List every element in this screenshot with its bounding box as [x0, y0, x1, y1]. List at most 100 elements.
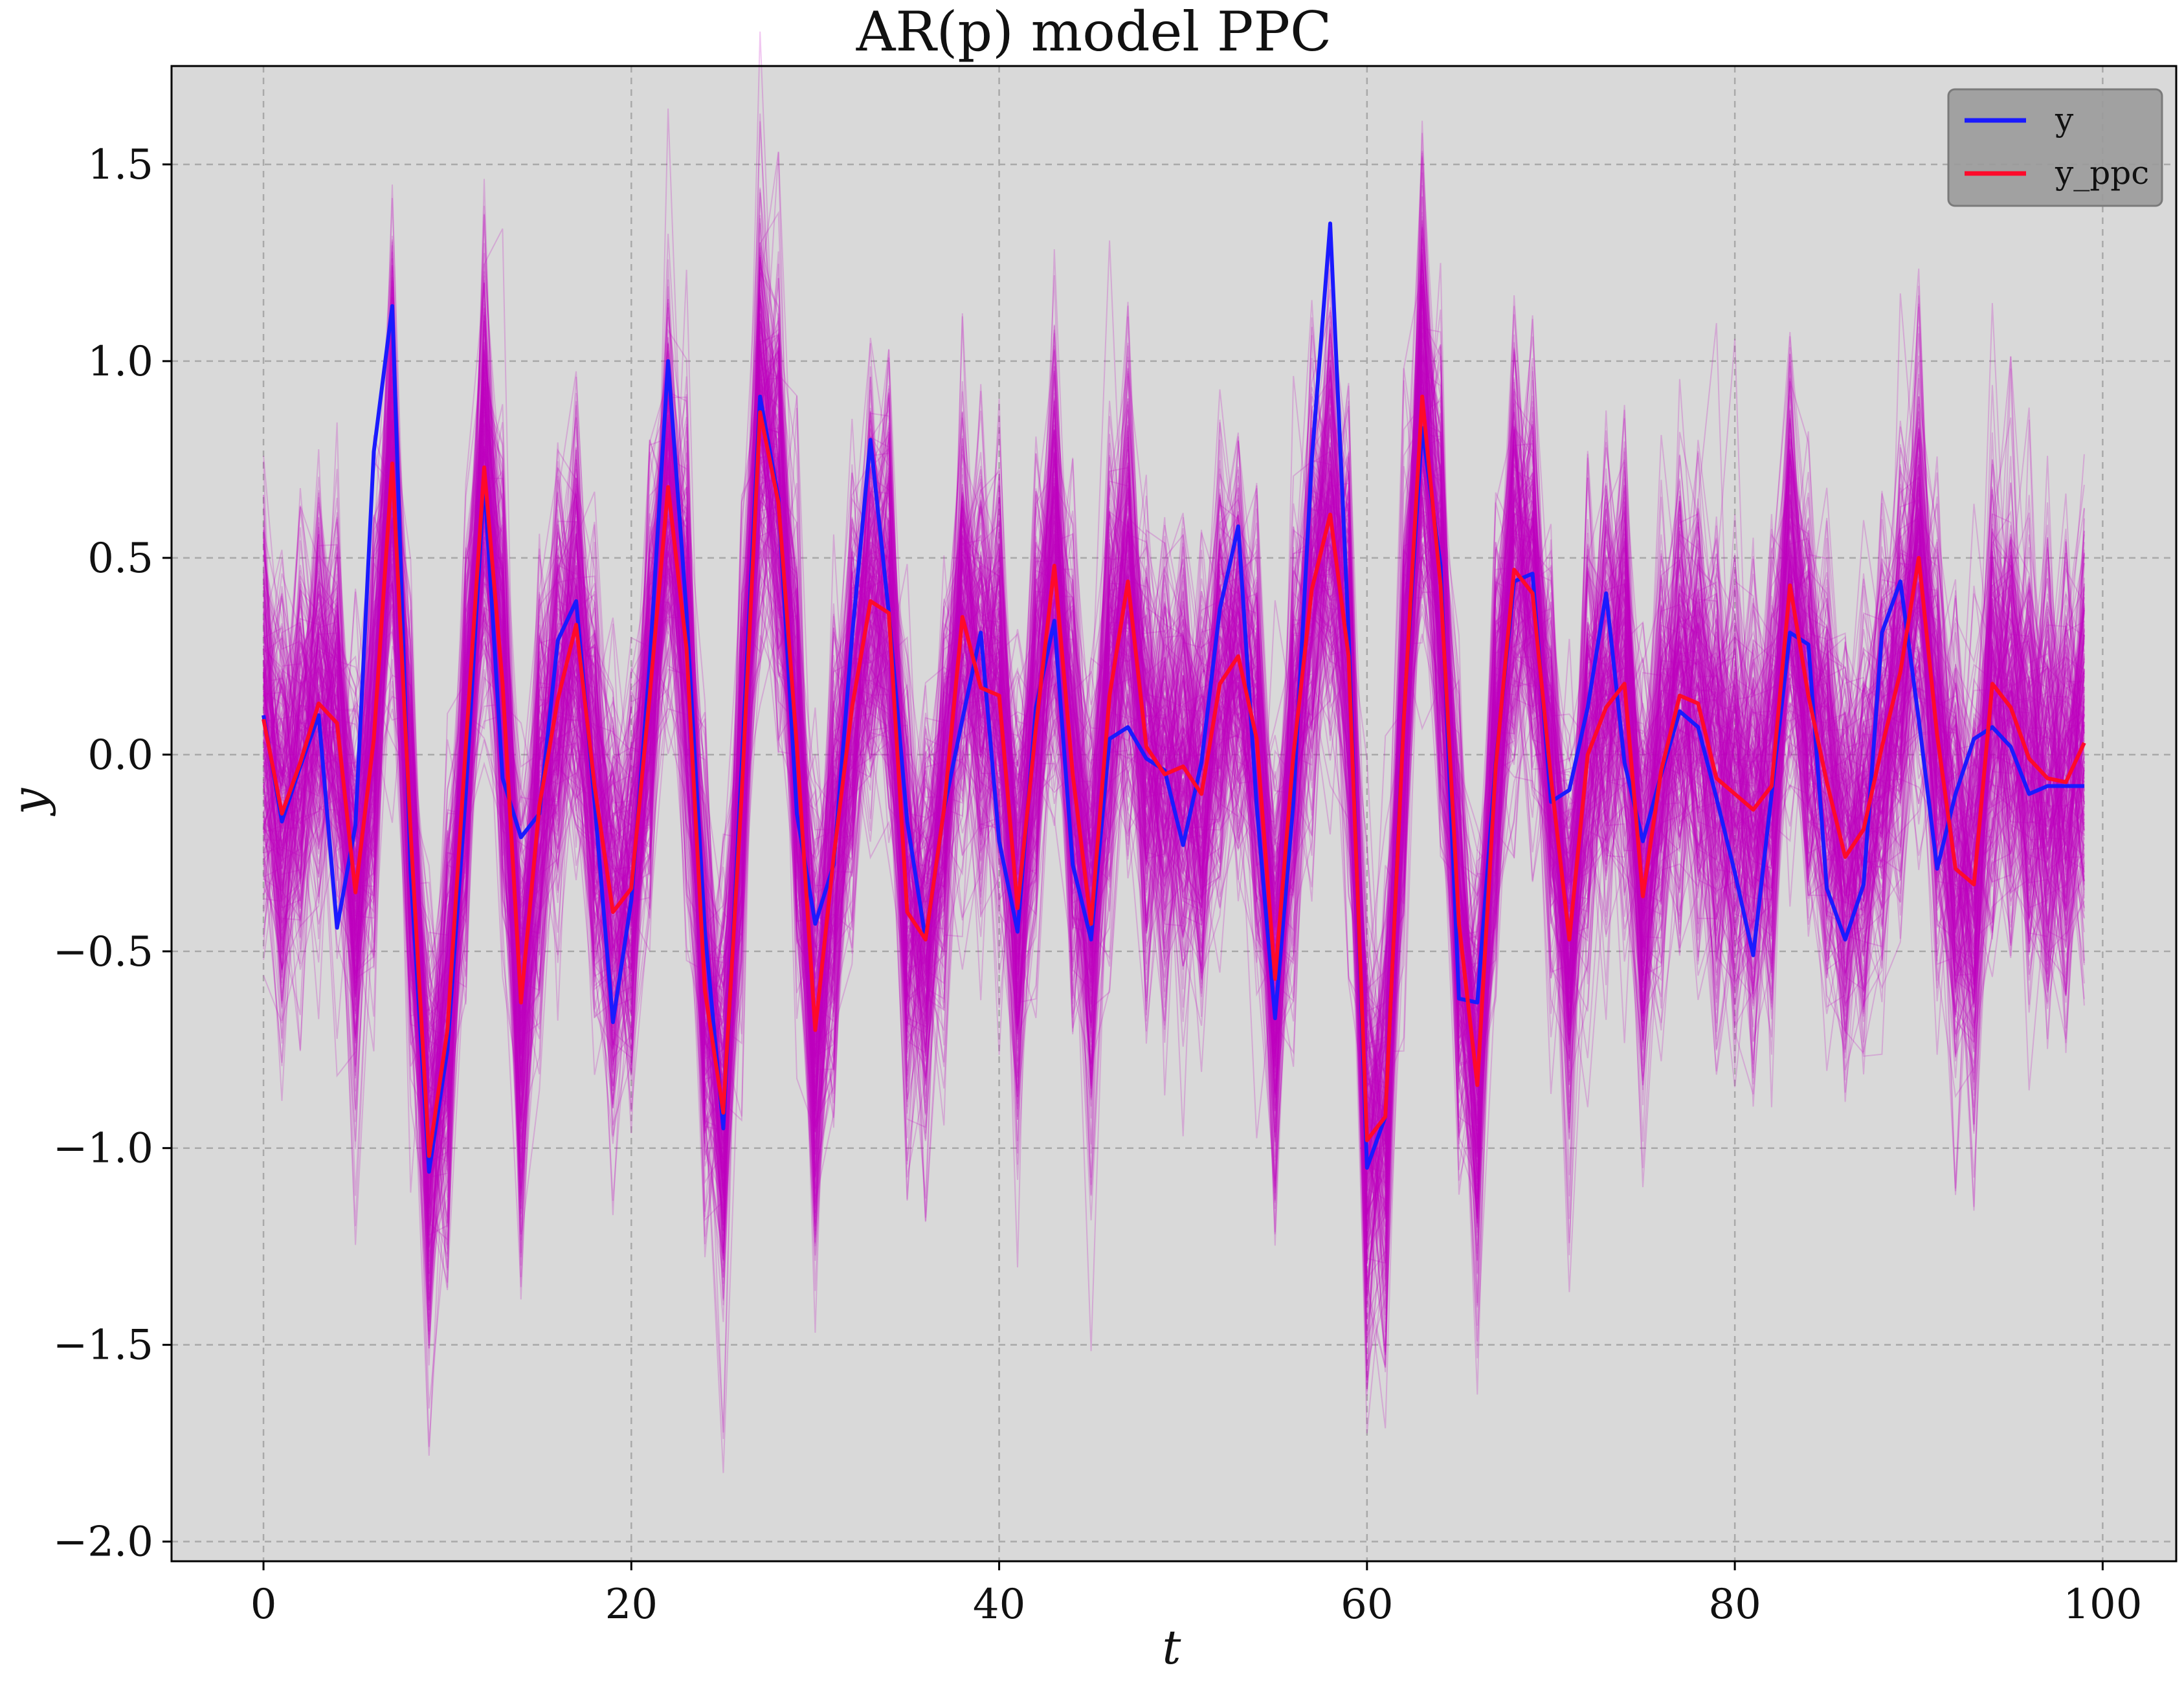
- ppc-sample-line: [263, 254, 2085, 1157]
- ppc-sample-line: [263, 252, 2085, 1318]
- chart-title: AR(p) model PPC: [856, 0, 1332, 63]
- legend-label: y: [2055, 101, 2074, 139]
- y-tick-label: −1.0: [53, 1125, 153, 1173]
- ppc-sample-line: [263, 318, 2085, 1181]
- ppc-sample-line: [263, 285, 2085, 1185]
- ppc-sample-line: [263, 263, 2085, 1243]
- ppc-sample-line: [263, 326, 2085, 1311]
- ppc-sample-line: [263, 436, 2085, 1219]
- x-tick-label: 20: [605, 1581, 658, 1629]
- ppc-sample-line: [263, 385, 2085, 1346]
- ppc-sample-line: [263, 336, 2085, 1205]
- ppc-sample-line: [263, 342, 2085, 1197]
- ppc-sample-line: [263, 370, 2085, 1256]
- ppc-sample-line: [263, 254, 2085, 1244]
- ppc-sample-line: [263, 276, 2085, 1283]
- ppc-sample-line: [263, 355, 2085, 1227]
- ppc-sample-line: [263, 296, 2085, 1409]
- ppc-sample-line: [263, 210, 2085, 1344]
- ppc-sample-line: [263, 151, 2085, 1201]
- x-tick-label: 60: [1341, 1581, 1393, 1629]
- ppc-sample-line: [263, 255, 2085, 1227]
- ppc-sample-line: [263, 256, 2085, 1473]
- ppc-sample-line: [263, 260, 2085, 1366]
- x-tick-label: 80: [1708, 1581, 1761, 1629]
- plot-frame: [170, 65, 2178, 1563]
- ppc-sample-line: [263, 336, 2085, 1275]
- ppc-sample-line: [263, 266, 2085, 1192]
- ppc-sample-line: [263, 369, 2085, 1203]
- ppc-sample-line: [263, 279, 2085, 1278]
- ppc-sample-line: [263, 293, 2085, 1215]
- ppc-sample-line: [263, 344, 2085, 1395]
- ppc-sample-line: [263, 196, 2085, 1228]
- x-axis-label: t: [1163, 1620, 1182, 1675]
- ppc-sample-line: [263, 349, 2085, 1291]
- ppc-sample-line: [263, 328, 2085, 1241]
- ppc-sample-line: [263, 315, 2085, 1326]
- ppc-sample-line: [263, 354, 2085, 1247]
- ppc-sample-line: [263, 157, 2085, 1219]
- ppc-sample-line: [263, 350, 2085, 1262]
- ppc-sample-line: [263, 357, 2085, 1251]
- ppc-sample-line: [263, 343, 2085, 1291]
- ppc-sample-line: [263, 273, 2085, 1205]
- ppc-sample-line: [263, 382, 2085, 1225]
- ppc-sample-line: [263, 385, 2085, 1241]
- ppc-sample-line: [263, 265, 2085, 1447]
- ppc-sample-line: [263, 382, 2085, 1231]
- ppc-sample-line: [263, 346, 2085, 1279]
- ppc-sample-line: [263, 345, 2085, 1218]
- ppc-sample-line: [263, 219, 2085, 1275]
- ppc-sample-line: [263, 352, 2085, 1440]
- ppc-sample-line: [263, 392, 2085, 1344]
- ppc-sample-line: [263, 270, 2085, 1219]
- ppc-sample-line: [263, 307, 2085, 1429]
- ppc-sample-line: [263, 386, 2085, 1185]
- ppc-sample-line: [263, 259, 2085, 1339]
- series-line-y: [262, 221, 2084, 1174]
- ppc-sample-line: [263, 386, 2085, 1392]
- ppc-sample-line: [263, 351, 2085, 1388]
- ppc-sample-line: [263, 184, 2085, 1298]
- ppc-sample-line: [263, 317, 2085, 1349]
- ppc-sample-line: [263, 284, 2085, 1242]
- ppc-sample-line: [263, 338, 2085, 1258]
- ppc-sample-line: [263, 151, 2085, 1210]
- y-tick-label: 1.5: [87, 141, 153, 189]
- ppc-sample-line: [263, 179, 2085, 1232]
- ppc-sample-line: [263, 289, 2085, 1258]
- ppc-sample-line: [263, 269, 2085, 1308]
- ppc-sample-line: [263, 296, 2085, 1207]
- ppc-sample-line: [263, 282, 2085, 1368]
- ppc-sample-line: [263, 258, 2085, 1196]
- ppc-sample-line: [263, 299, 2085, 1345]
- ppc-sample-line: [263, 344, 2085, 1364]
- ppc-sample-line: [263, 364, 2085, 1227]
- ppc-sample-line: [263, 278, 2085, 1233]
- y-axis-label: y: [2, 787, 56, 816]
- ppc-sample-line: [263, 300, 2085, 1308]
- ppc-sample-line: [263, 239, 2085, 1204]
- ppc-sample-line: [263, 263, 2085, 1456]
- ppc-sample-line: [263, 367, 2085, 1141]
- y-tick-label: −1.5: [53, 1322, 153, 1370]
- ppc-sample-line: [263, 334, 2085, 1273]
- ppc-sample-line: [263, 394, 2085, 1235]
- ppc-sample-line: [263, 309, 2085, 1307]
- ppc-sample-line: [263, 320, 2085, 1147]
- ppc-sample-line: [263, 113, 2085, 1236]
- ppc-sample-line: [263, 285, 2085, 1266]
- ppc-sample-line: [263, 437, 2085, 1298]
- ppc-sample-line: [263, 320, 2085, 1168]
- ppc-sample-line: [263, 343, 2085, 1247]
- ppc-sample-line: [263, 281, 2085, 1238]
- y-tick-label: 1.0: [87, 338, 153, 386]
- y-tick-label: −0.5: [53, 928, 153, 976]
- ppc-sample-line: [263, 234, 2085, 1264]
- ppc-sample-line: [263, 392, 2085, 1194]
- ppc-sample-line: [263, 355, 2085, 1199]
- ppc-sample-line: [263, 254, 2085, 1248]
- ppc-sample-line: [263, 315, 2085, 1132]
- ppc-sample-line: [263, 313, 2085, 1192]
